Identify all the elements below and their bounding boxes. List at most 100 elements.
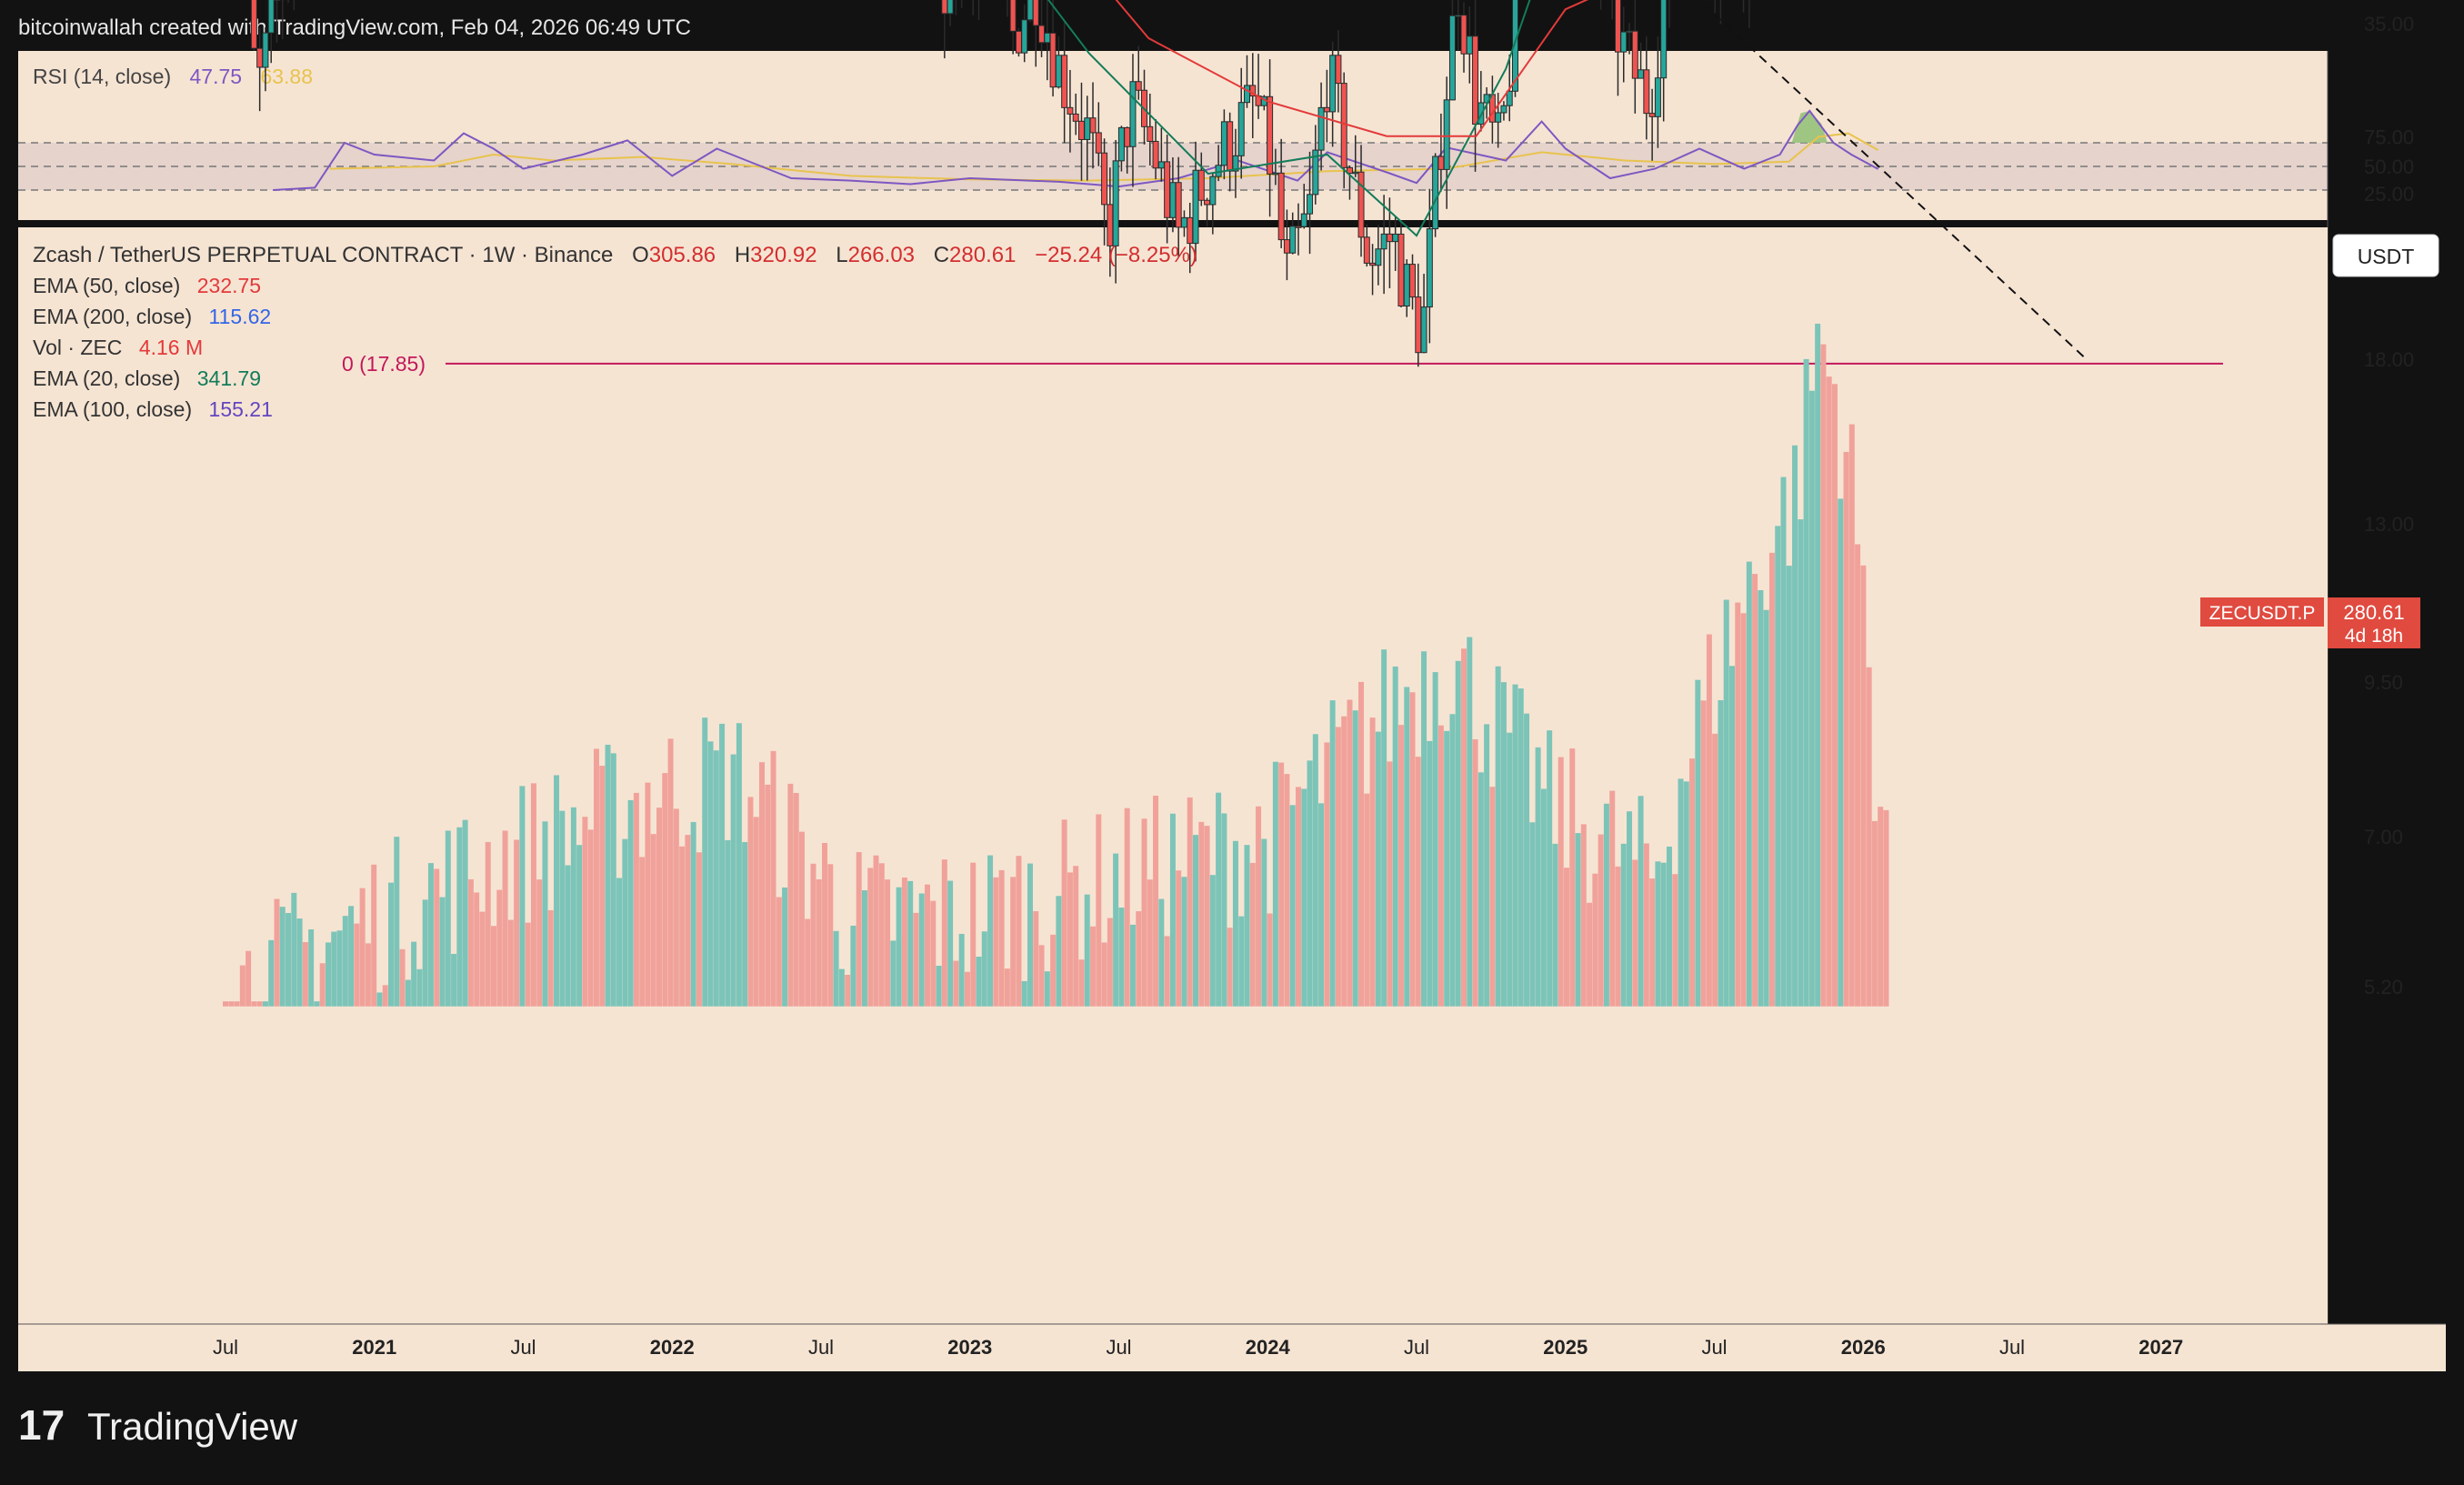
- candle-body: [1044, 32, 1051, 44]
- volume-bar: [1249, 862, 1256, 1007]
- indicator-ema200[interactable]: EMA (200, close) 115.62: [33, 305, 271, 328]
- volume-bar: [434, 868, 440, 1007]
- volume-bar: [1335, 727, 1341, 1007]
- volume-bar: [1016, 856, 1022, 1007]
- volume-bar: [1227, 928, 1233, 1007]
- indicator-ema200-value: 115.62: [209, 305, 272, 328]
- volume-bar: [1198, 821, 1205, 1007]
- candle-body: [1443, 99, 1450, 170]
- volume-bars-group: [223, 323, 1889, 1007]
- volume-bar: [507, 919, 514, 1007]
- volume-bar: [1580, 824, 1587, 1007]
- volume-bar: [1683, 781, 1689, 1007]
- volume-bar: [1798, 519, 1804, 1007]
- price-axis-label: 5.20: [2364, 976, 2403, 998]
- volume-bar: [702, 717, 708, 1007]
- volume-bar: [1392, 666, 1398, 1007]
- volume-bar: [228, 1001, 235, 1007]
- volume-bar: [1808, 390, 1815, 1007]
- volume-bar: [274, 898, 280, 1007]
- candle-body: [1329, 55, 1337, 113]
- volume-bar: [1695, 679, 1701, 1007]
- candle-body: [1267, 95, 1274, 175]
- volume-bar: [976, 956, 982, 1007]
- volume-bar: [627, 799, 634, 1007]
- volume-bar: [1678, 778, 1684, 1007]
- indicator-ema20[interactable]: EMA (20, close) 341.79: [33, 366, 261, 390]
- rsi-axis-label: 50.00: [2364, 156, 2414, 178]
- symbol-tag: ZECUSDT.P: [2209, 603, 2316, 624]
- candle-body: [1101, 152, 1108, 206]
- tradingview-logo[interactable]: 17 TradingView: [18, 1401, 298, 1449]
- volume-bar: [1021, 980, 1027, 1007]
- volume-bar: [1615, 866, 1621, 1007]
- volume-bar: [856, 852, 862, 1007]
- volume-bar: [816, 879, 822, 1007]
- volume-bar: [1187, 797, 1193, 1007]
- time-axis-bg: [18, 1324, 2328, 1371]
- time-axis-label: Jul: [510, 1336, 536, 1359]
- indicator-ema50[interactable]: EMA (50, close) 232.75: [33, 274, 261, 297]
- volume-bar: [445, 830, 451, 1007]
- volume-bar: [1164, 936, 1170, 1007]
- volume-bar: [913, 912, 919, 1007]
- price-axis-label: 9.50: [2364, 671, 2403, 694]
- candle-body: [1352, 171, 1359, 175]
- volume-bar: [958, 933, 965, 1007]
- volume-bar: [1027, 863, 1033, 1007]
- volume-bar: [519, 786, 526, 1007]
- volume-bar: [1381, 649, 1387, 1007]
- volume-bar: [439, 897, 446, 1007]
- candle-body: [1380, 233, 1387, 250]
- volume-bar: [861, 890, 867, 1007]
- candle-body: [1209, 176, 1217, 206]
- volume-bar: [1324, 742, 1330, 1007]
- candle-body: [1232, 155, 1239, 172]
- volume-bar: [1472, 738, 1478, 1007]
- volume-bar: [223, 1001, 228, 1007]
- volume-bar: [1706, 634, 1712, 1007]
- candle-body: [1112, 160, 1119, 246]
- volume-bar: [941, 859, 947, 1007]
- volume-bar: [1318, 803, 1325, 1007]
- candle-body: [1009, 0, 1017, 32]
- candle-body: [1363, 236, 1370, 264]
- candle-body: [1277, 172, 1285, 241]
- volume-bar: [1010, 877, 1017, 1007]
- volume-bar: [1632, 859, 1638, 1007]
- volume-bar: [427, 863, 434, 1007]
- volume-bar: [1176, 870, 1182, 1007]
- candle-body: [1409, 264, 1417, 298]
- indicator-volume[interactable]: Vol · ZEC 4.16 M: [33, 336, 203, 359]
- volume-bar: [953, 960, 959, 1007]
- volume-bar: [1432, 672, 1438, 1007]
- candle-body: [1392, 233, 1399, 243]
- volume-bar: [782, 887, 788, 1007]
- candle-body: [1460, 15, 1467, 55]
- volume-bar: [234, 1001, 240, 1007]
- volume-bar: [1169, 813, 1176, 1007]
- volume-bar: [1044, 971, 1050, 1007]
- candle-body: [1077, 120, 1085, 140]
- indicator-ema100[interactable]: EMA (100, close) 155.21: [33, 397, 273, 421]
- candle-body: [1660, 0, 1668, 79]
- candle-body: [1643, 69, 1650, 115]
- currency-button-label: USDT: [2358, 245, 2415, 268]
- candle-body: [1386, 233, 1393, 243]
- time-axis-label: Jul: [808, 1336, 834, 1359]
- volume-bar: [542, 821, 548, 1007]
- volume-bar: [530, 783, 536, 1007]
- candle-body: [1317, 106, 1325, 151]
- ema-line-20: [1047, 0, 1531, 237]
- currency-button[interactable]: USDT: [2332, 234, 2439, 277]
- indicator-ema20-value: 341.79: [197, 366, 261, 390]
- candle-body: [1295, 226, 1302, 228]
- volume-bar: [838, 968, 845, 1007]
- volume-bar: [1820, 344, 1827, 1007]
- symbol-line: Zcash / TetherUS PERPETUAL CONTRACT · 1W…: [33, 243, 613, 267]
- candle-body: [1357, 171, 1365, 238]
- candle-body: [1369, 262, 1377, 266]
- volume-bar: [1535, 747, 1541, 1007]
- volume-bar: [559, 810, 566, 1007]
- volume-bar: [1209, 875, 1216, 1007]
